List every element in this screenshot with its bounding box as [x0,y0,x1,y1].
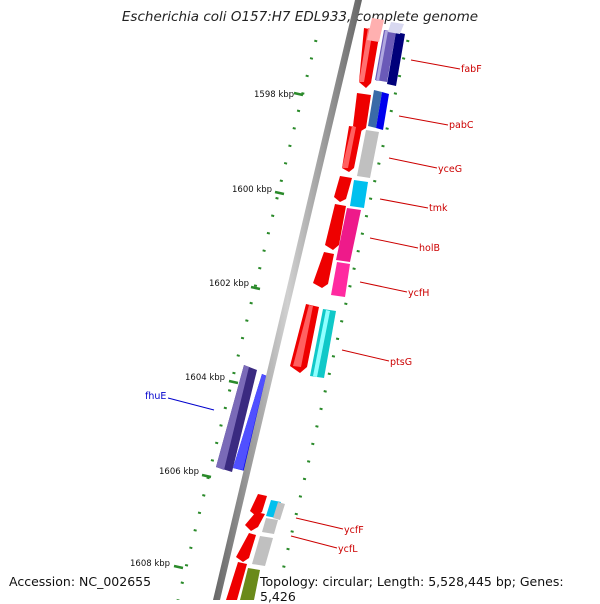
genome-summary-text: Topology: circular; Length: 5,528,445 bp… [260,574,600,604]
gene-label-holB[interactable]: holB [419,243,440,254]
gene-label-ptsG[interactable]: ptsG [390,357,412,368]
label-leaders [167,59,461,549]
cds-arrow[interactable] [226,562,247,600]
feature-block[interactable] [336,208,361,262]
leader-line [167,397,215,411]
feature-block[interactable] [357,130,379,178]
gene-label-ycfF[interactable]: ycfF [344,525,364,536]
map-title: Escherichia coli O157:H7 EDL933, complet… [121,9,479,25]
cds-arrow[interactable] [334,176,352,202]
leader-line [290,535,338,549]
ruler-tick [274,190,285,196]
ruler-tick [228,379,239,385]
gene-label-ycfH[interactable]: ycfH [408,288,429,299]
gene-label-tmk[interactable]: tmk [429,203,448,214]
leader-line [295,517,344,530]
cds-arrow[interactable] [353,93,371,131]
leader-line [341,349,390,362]
ruler-label: 1604 kbp [185,373,225,383]
colored-features [240,18,405,600]
sequence-backbone [213,0,362,600]
ruler-tick [201,473,212,479]
gene-label-fhuE[interactable]: fhuE [145,391,166,402]
leader-line [410,59,461,70]
leader-line [398,115,449,126]
cds-arrow[interactable] [325,204,346,250]
gene-label-ycfL[interactable]: ycfL [338,544,358,555]
feature-block[interactable] [262,518,278,534]
ruler-tick [173,564,184,570]
cds-arrow[interactable] [250,494,267,516]
leader-line [388,157,438,169]
feature-block[interactable] [376,92,389,130]
leader-line [379,198,429,209]
ruler-label: 1600 kbp [232,185,272,195]
ruler-label: 1606 kbp [159,467,199,477]
feature-block[interactable] [331,262,350,297]
cds-arrow[interactable] [313,252,334,288]
gene-label-yceG[interactable]: yceG [438,164,462,175]
feature-block[interactable] [350,180,368,208]
ruler-tick [250,285,261,291]
accession-text: Accession: NC_002655 [9,574,152,589]
cds-arrow[interactable] [245,512,265,531]
ruler-label: 1608 kbp [130,559,170,569]
ruler-tick [293,91,304,97]
cds-track [226,28,380,600]
ruler-label: 1598 kbp [254,90,294,100]
inner-dot-track [274,39,410,600]
feature-block[interactable] [387,32,405,86]
feature-block[interactable] [252,536,273,566]
gene-label-fabF[interactable]: fabF [461,64,482,75]
outer-dot-track [176,39,318,600]
leader-line [359,281,408,293]
ruler-label: 1602 kbp [209,279,249,289]
cds-arrow[interactable] [236,533,256,562]
gene-label-pabC[interactable]: pabC [449,120,474,131]
feature-block[interactable] [368,90,382,128]
ruler-ticks [173,91,304,570]
leader-line [369,237,419,249]
feature-block[interactable] [240,568,260,600]
